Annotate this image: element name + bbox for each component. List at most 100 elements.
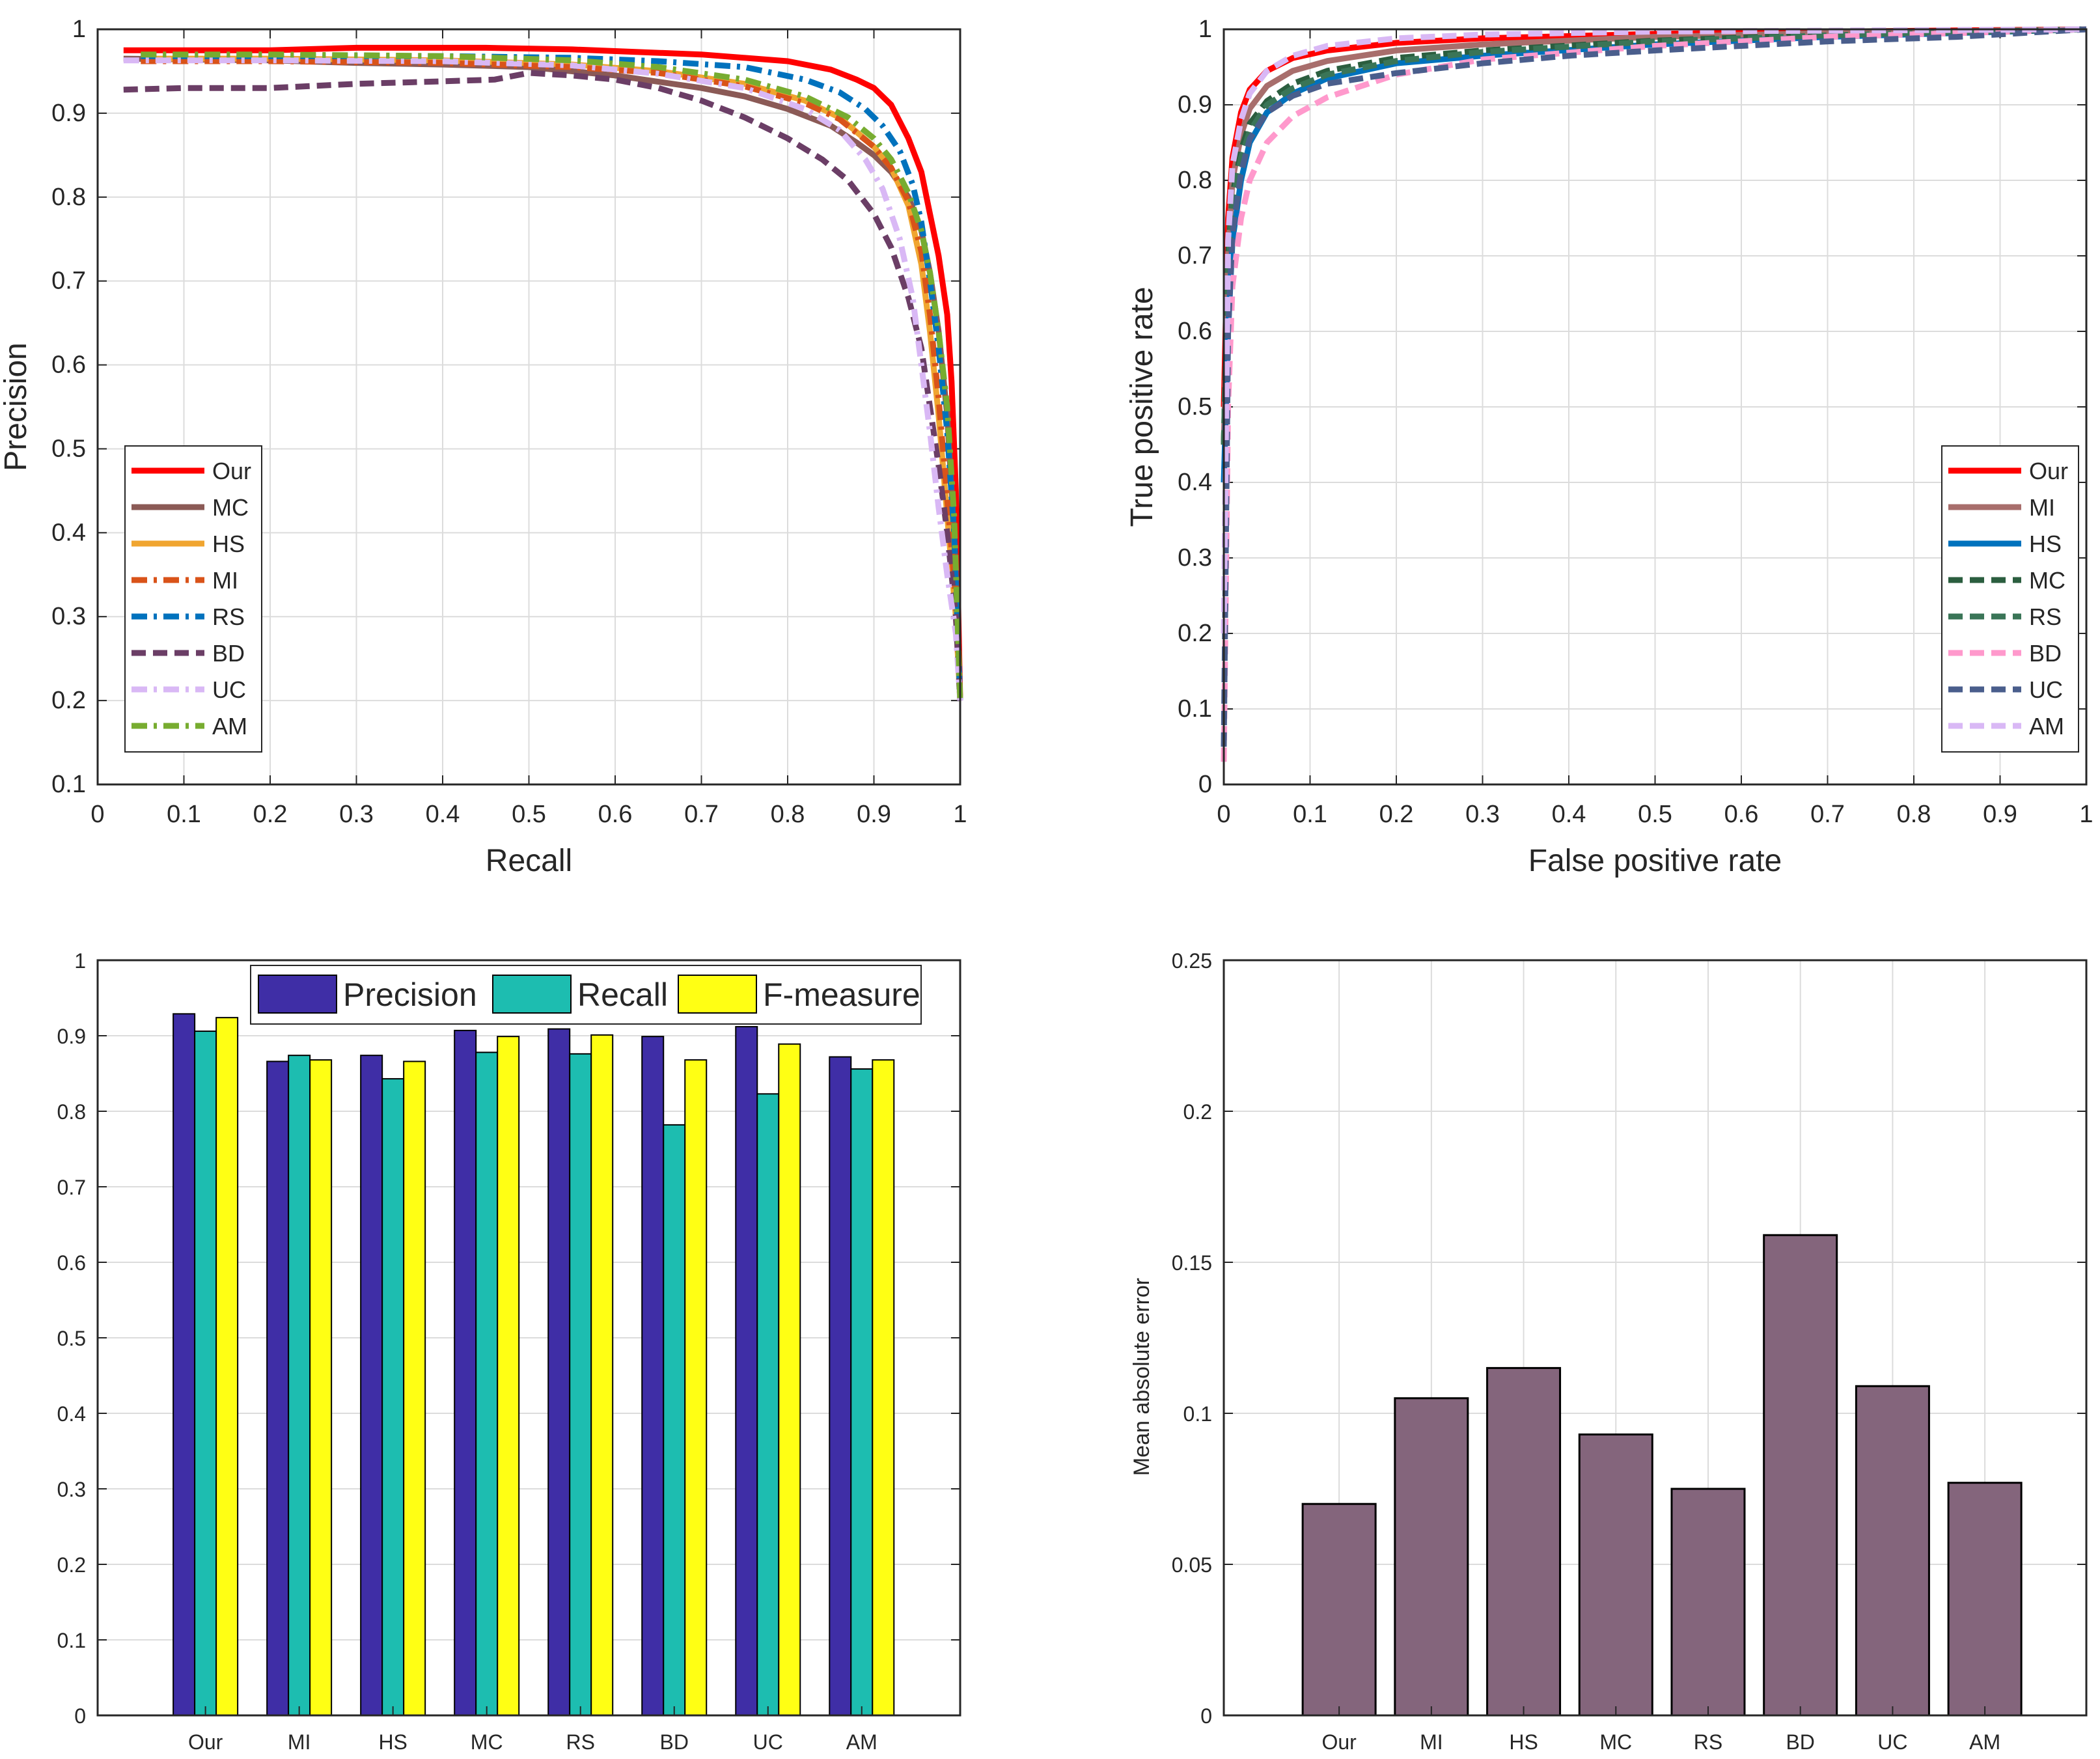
- pr-xtick-label: 0.2: [253, 801, 288, 828]
- prf-ytick-label: 0.3: [57, 1478, 86, 1501]
- pr-legend-box: [124, 445, 262, 753]
- mae-ytick-label: 0.15: [1172, 1251, 1212, 1275]
- pr-xtick-label: 0.9: [857, 801, 891, 828]
- mae-xtick-label: HS: [1509, 1730, 1538, 1754]
- prf-bar-precision-hs: [360, 1055, 383, 1717]
- roc-legend-label: RS: [2029, 603, 2062, 630]
- pr-ytick-label: 0.4: [51, 519, 86, 546]
- pr-series-bd: [123, 70, 963, 701]
- mae-bar-mi: [1394, 1397, 1469, 1717]
- prf-bar-recall-mi: [288, 1055, 311, 1717]
- roc-ytick-label: 1: [1198, 16, 1212, 43]
- roc-ytick-label: 0.9: [1178, 91, 1212, 118]
- prf-legend-swatch: [492, 975, 572, 1014]
- pr-xtick-label: 0.8: [771, 801, 805, 828]
- pr-ytick-label: 0.1: [51, 771, 86, 798]
- prf-ytick-label: 0.4: [57, 1402, 86, 1426]
- pr-legend-label: Our: [212, 458, 251, 484]
- prf-xtick-label: MC: [471, 1730, 503, 1754]
- roc-ytick-label: 0.3: [1178, 544, 1212, 572]
- mae-xtick-label: RS: [1694, 1730, 1722, 1754]
- roc-ytick-label: 0.8: [1178, 167, 1212, 194]
- roc-xtick-label: 0.6: [1724, 801, 1759, 828]
- prf-ytick-label: 0.6: [57, 1251, 86, 1275]
- roc-xtick-label: 0.9: [1983, 801, 2017, 828]
- prf-bar-precision-am: [829, 1056, 852, 1716]
- roc-axes-box: [1223, 28, 2088, 786]
- mae-ytick-label: 0.1: [1183, 1402, 1212, 1426]
- pr-legend-label: AM: [212, 713, 247, 740]
- pr-ytick-label: 0.3: [51, 603, 86, 630]
- roc-xtick-label: 0.1: [1293, 801, 1327, 828]
- prf-bar-precision-uc: [735, 1026, 758, 1716]
- roc-legend-label: HS: [2029, 531, 2062, 557]
- mae-ytick-label: 0.2: [1183, 1100, 1212, 1124]
- prf-ytick-label: 0.2: [57, 1553, 86, 1577]
- pr-xtick-label: 0.5: [512, 801, 546, 828]
- prf-ytick-label: 0.9: [57, 1025, 86, 1048]
- roc-xtick-label: 0.2: [1379, 801, 1414, 828]
- mae-xtick-label: BD: [1786, 1730, 1814, 1754]
- pr-legend-label: MI: [212, 567, 238, 594]
- roc-xtick-label: 0.4: [1552, 801, 1586, 828]
- prf-ytick-label: 0.7: [57, 1176, 86, 1199]
- prf-legend-label: Precision: [343, 976, 477, 1013]
- prf-ytick-label: 0.1: [57, 1629, 86, 1652]
- prf-legend-swatch: [258, 975, 337, 1014]
- roc-ytick-label: 0.5: [1178, 393, 1212, 421]
- prf-bar-recall-uc: [756, 1093, 780, 1716]
- pr-ytick-label: 0.8: [51, 184, 86, 211]
- prf-bar-f-measure-hs: [403, 1060, 426, 1716]
- pr-axes-box: [96, 28, 961, 786]
- mae-bar-our: [1301, 1503, 1377, 1717]
- mae-bar-rs: [1670, 1488, 1746, 1717]
- mae-bar-am: [1947, 1482, 2023, 1717]
- prf-ytick-label: 1: [74, 949, 86, 973]
- roc-xtick-label: 0: [1217, 801, 1230, 828]
- prf-legend-box: [250, 965, 922, 1025]
- pr-series-our: [123, 44, 963, 701]
- prf-bar-f-measure-our: [215, 1017, 239, 1716]
- mae-ytick-label: 0.05: [1172, 1553, 1212, 1577]
- roc-legend-label: Our: [2029, 458, 2068, 484]
- prf-bar-recall-am: [850, 1068, 874, 1717]
- prf-bar-f-measure-bd: [684, 1059, 708, 1716]
- roc-ytick-label: 0.2: [1178, 620, 1212, 647]
- mae-bar-chart: 0 0.05 0.1 0.15 0.2 0.25 Our MI HS MC RS BD UC AM Mean…: [1129, 949, 2088, 1754]
- roc-legend-label: UC: [2029, 676, 2063, 703]
- pr-xtick-label: 0.6: [598, 801, 633, 828]
- prf-bar-precision-rs: [547, 1028, 571, 1716]
- mae-bar-mc: [1578, 1433, 1653, 1717]
- mae-xtick-label: MI: [1420, 1730, 1443, 1754]
- pr-legend-label: MC: [212, 494, 249, 521]
- pr-xtick-label: 0.4: [426, 801, 460, 828]
- roc-ytick-label: 0.6: [1178, 318, 1212, 345]
- prf-legend-swatch: [678, 975, 757, 1014]
- pr-chart: 0.10.20.30.40.50.60.70.80.910 0.1 0.2 0.3 0.…: [0, 16, 967, 878]
- roc-legend-label: MI: [2029, 494, 2055, 521]
- pr-legend-label: RS: [212, 603, 245, 630]
- roc-xtick-label: 0.5: [1638, 801, 1672, 828]
- prf-legend-label: Recall: [577, 976, 668, 1013]
- mae-bar-uc: [1855, 1385, 1930, 1717]
- prf-bar-chart: 0 0.1 0.2 0.3 0.4 0.5 0.6 0.7 0.8 0.9 1 Our MI HS MC RS…: [57, 949, 961, 1754]
- mae-ytick-label: 0.25: [1172, 949, 1212, 973]
- roc-xtick-label: 0.7: [1810, 801, 1845, 828]
- roc-xtick-label: 1: [2079, 801, 2093, 828]
- mae-bar-hs: [1486, 1366, 1562, 1717]
- prf-xtick-label: MI: [288, 1730, 311, 1754]
- prf-bar-precision-mc: [454, 1029, 477, 1716]
- pr-legend-label: BD: [212, 640, 245, 667]
- roc-series-am: [1221, 26, 2087, 634]
- prf-bar-f-measure-mi: [309, 1059, 333, 1716]
- prf-bar-recall-rs: [569, 1053, 592, 1716]
- roc-xtick-label: 0.3: [1465, 801, 1500, 828]
- prf-bar-recall-our: [194, 1031, 217, 1716]
- mae-xtick-label: MC: [1599, 1730, 1632, 1754]
- mae-xtick-label: UC: [1877, 1730, 1907, 1754]
- pr-y-axis-label: Precision: [0, 342, 33, 471]
- pr-ytick-label: 0.7: [51, 268, 86, 295]
- mae-ytick-label: 0: [1200, 1704, 1212, 1728]
- prf-ytick-label: 0.5: [57, 1327, 86, 1350]
